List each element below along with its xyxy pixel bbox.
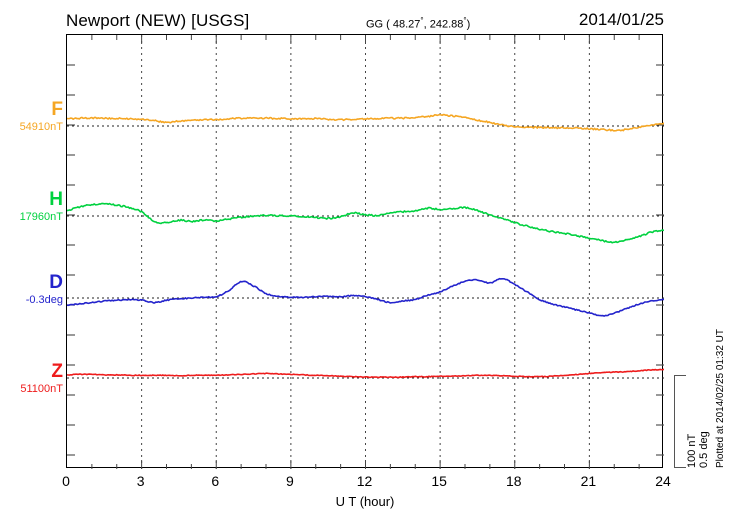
component-letter-f: F [51,99,63,120]
x-tick-label-18: 18 [505,473,522,489]
station-title: Newport (NEW) [USGS] [66,11,250,30]
trace-d [67,277,664,317]
geographic-coordinates: GG ( 48.27°, 242.88°) [366,16,470,31]
geo-latitude: 48.27 [392,18,421,31]
component-value-d: -0.3deg [25,294,63,306]
component-value-h: 17960nT [19,211,63,223]
component-label-z: Z 51100nT [0,362,63,396]
plotted-at-stamp: Plotted at 2014/02/25 01:32 UT [714,329,730,468]
component-letter-h: H [49,189,63,210]
plot-area [66,34,664,469]
x-tick-label-12: 12 [356,473,373,489]
x-tick-label-21: 21 [580,473,597,489]
x-tick-label-3: 3 [136,473,145,489]
plotted-at-text: Plotted at 2014/02/25 01:32 UT [715,329,726,468]
component-value-f: 54910nT [19,121,63,133]
geo-prefix: GG ( [366,18,393,31]
scale-bar-labels: 100 nT 0.5 deg [686,375,712,468]
component-label-f: F 54910nT [0,100,63,134]
x-tick-label-6: 6 [211,473,220,489]
geo-separator: , [423,18,430,31]
magnetogram-plot [67,35,664,469]
degree-symbol-lat: ° [420,16,424,25]
trace-h [67,202,664,244]
component-letter-z: Z [51,361,63,382]
x-tick-label-24: 24 [655,473,671,489]
component-value-z: 51100nT [20,383,63,395]
scale-bar-nt-label: 100 nT [686,433,698,468]
component-label-h: H 17960nT [0,190,63,224]
geo-suffix: ) [466,18,471,31]
x-tick-label-15: 15 [431,473,447,489]
scale-bar-deg-label: 0.5 deg [698,431,710,468]
x-axis-title: U T (hour) [335,494,395,509]
scale-bar [674,375,686,468]
x-tick-label-0: 0 [62,473,70,489]
component-label-d: D -0.3deg [0,273,63,307]
trace-z [67,368,664,379]
component-letter-d: D [49,272,63,293]
trace-f [67,113,664,132]
observation-date: 2014/01/25 [578,10,664,29]
degree-symbol-lon: ° [463,16,467,25]
geo-longitude: 242.88 [429,18,464,31]
x-tick-label-9: 9 [285,473,294,489]
